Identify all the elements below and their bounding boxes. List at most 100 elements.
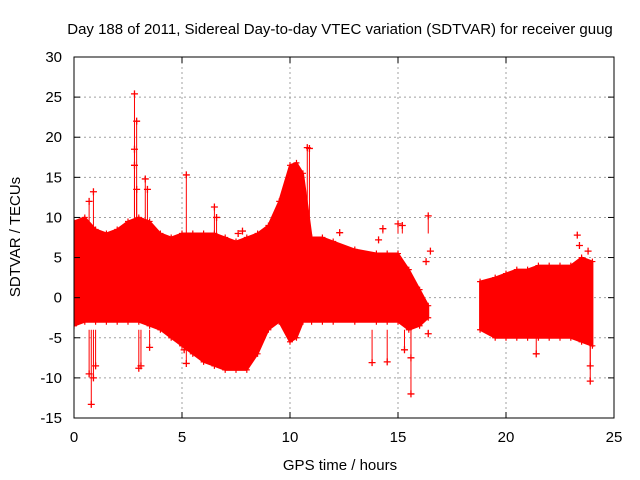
data-point: [330, 238, 337, 245]
data-point: [254, 350, 261, 357]
data-point: [492, 334, 499, 341]
x-tick-label: 5: [178, 429, 186, 446]
data-point: [395, 318, 401, 325]
y-tick-label: 25: [45, 89, 62, 106]
data-point: [233, 238, 239, 245]
outlier-point: [92, 362, 100, 370]
data-point: [513, 266, 520, 273]
data-point: [395, 250, 401, 257]
data-point: [200, 358, 207, 365]
data-point: [513, 334, 520, 341]
x-tick-label: 15: [390, 429, 407, 446]
outlier-point: [238, 227, 246, 235]
outlier-point: [426, 247, 434, 255]
outlier-point: [379, 225, 387, 233]
data-point: [416, 286, 423, 293]
axis-ticks: [73, 56, 615, 419]
data-point: [222, 366, 229, 373]
outlier-point: [375, 236, 383, 244]
data-layer: [74, 90, 596, 408]
outlier-point: [532, 350, 540, 358]
y-tick-label: -15: [40, 410, 62, 427]
data-point: [319, 234, 326, 241]
data-point: [319, 318, 326, 325]
data-point: [578, 254, 585, 261]
data-point: [557, 334, 563, 341]
data-point: [74, 218, 77, 225]
data-point: [293, 334, 300, 341]
y-axis-label: SDTVAR / TECUs: [7, 177, 24, 297]
outlier-point: [234, 229, 242, 237]
data-point: [168, 234, 175, 241]
outlier-point: [586, 362, 594, 370]
outlier-point: [143, 185, 151, 193]
data-point: [189, 350, 196, 357]
outlier-point: [146, 343, 154, 351]
data-point: [503, 270, 509, 277]
data-point: [477, 278, 484, 285]
data-point: [308, 318, 315, 325]
data-point: [425, 302, 432, 309]
outlier-point: [575, 242, 583, 250]
outlier-point: [422, 258, 430, 266]
y-tick-label: -5: [49, 330, 62, 347]
data-point: [546, 262, 553, 269]
outlier-point: [133, 117, 141, 125]
data-point: [189, 230, 196, 237]
data-point: [524, 334, 531, 341]
x-tick-label: 0: [70, 429, 78, 446]
data-point: [299, 170, 306, 177]
data-point: [384, 250, 391, 257]
data-point: [114, 226, 121, 233]
outlier-point: [383, 358, 391, 366]
x-tick-label: 25: [606, 429, 623, 446]
data-point: [222, 234, 229, 241]
outlier-point: [133, 185, 141, 193]
data-point: [125, 218, 131, 225]
plot-frame: [73, 56, 615, 419]
outlier-point: [141, 175, 149, 183]
data-point: [157, 326, 164, 333]
data-point: [373, 318, 380, 325]
outlier-point: [130, 145, 138, 153]
data-point: [200, 230, 207, 237]
data-point: [477, 326, 484, 333]
outlier-point: [573, 231, 581, 239]
outlier-point: [586, 377, 594, 385]
x-tick-label: 20: [498, 429, 515, 446]
y-tick-label: 5: [54, 250, 62, 267]
outlier-point: [182, 171, 190, 179]
data-point: [233, 366, 239, 373]
data-point: [103, 318, 110, 325]
y-tick-label: 20: [45, 129, 62, 146]
outlier-point: [336, 229, 344, 237]
outlier-point: [180, 346, 188, 354]
outlier-point: [130, 90, 138, 98]
data-point: [589, 258, 596, 265]
outlier-point: [400, 346, 408, 354]
data-point: [81, 214, 88, 221]
outlier-point: [213, 213, 221, 221]
data-point: [92, 318, 99, 325]
y-tick-label: 10: [45, 209, 62, 226]
data-point: [157, 230, 164, 237]
data-point: [405, 266, 412, 273]
data-point: [546, 334, 553, 341]
outlier-point: [85, 370, 93, 378]
data-point: [179, 230, 185, 237]
y-tick-label: -10: [40, 370, 62, 387]
data-point: [308, 234, 315, 241]
data-point: [535, 262, 542, 269]
outlier-point: [398, 221, 406, 229]
x-axis-label: GPS time / hours: [283, 457, 397, 474]
outlier-point: [130, 161, 138, 169]
data-point: [243, 234, 250, 241]
data-point: [492, 274, 499, 281]
outlier-point: [85, 197, 93, 205]
data-point: [578, 338, 585, 345]
data-point: [416, 322, 423, 329]
data-point: [276, 318, 283, 325]
chart-title: Day 188 of 2011, Sidereal Day-to-day VTE…: [67, 21, 613, 38]
outlier-point: [305, 144, 313, 152]
